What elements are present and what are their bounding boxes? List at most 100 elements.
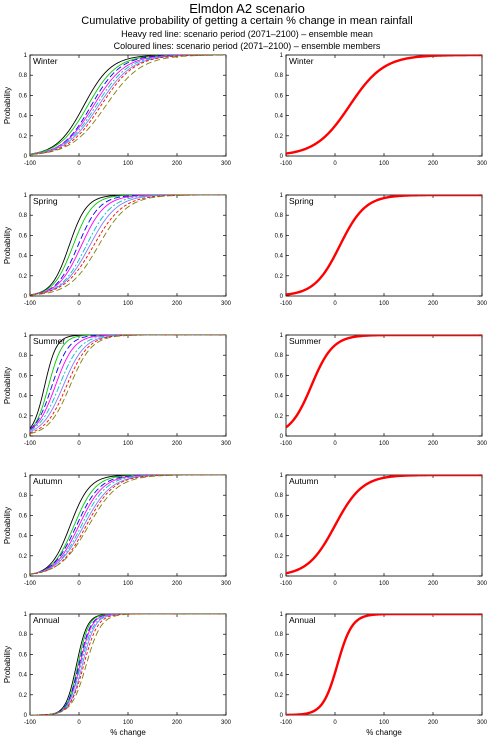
plot-frame (285, 194, 483, 297)
x-tick-label: 100 (123, 301, 134, 307)
season-label: Autumn (33, 476, 63, 486)
series-group (30, 614, 226, 715)
ensemble-member-line (30, 55, 226, 155)
y-tick-label: 0.2 (19, 693, 28, 699)
y-tick-label: 0.6 (19, 373, 28, 379)
x-tick-label: 100 (379, 720, 390, 726)
ensemble-member-line (30, 55, 226, 156)
x-tick-label: 300 (477, 441, 488, 447)
season-label: Annual (33, 615, 60, 625)
y-tick-label: 0.4 (19, 114, 28, 120)
y-tick-label: 1 (24, 53, 28, 59)
y-tick-label: 0.6 (275, 652, 284, 658)
x-tick-label: -100 (280, 301, 293, 307)
y-tick-label: 0.8 (19, 632, 28, 638)
ensemble-member-line (30, 335, 226, 434)
ensemble-member-line (30, 475, 226, 575)
y-tick-label: 0.8 (19, 73, 28, 79)
y-tick-label: 0 (280, 294, 284, 300)
y-tick-label: 0.8 (275, 493, 284, 499)
season-label: Spring (33, 196, 58, 206)
y-axis-label: Probability (3, 227, 12, 264)
ensemble-member-line (30, 475, 226, 575)
y-tick-label: 0.2 (275, 274, 284, 280)
y-tick-label: 0.4 (275, 534, 284, 540)
y-tick-label: 1 (280, 193, 284, 199)
y-tick-label: 0.4 (275, 394, 284, 400)
x-tick-label: 100 (123, 581, 134, 587)
y-tick-label: 0 (24, 434, 28, 440)
y-tick-label: 0.2 (19, 134, 28, 140)
season-label: Summer (33, 336, 65, 346)
plot-frame (29, 54, 227, 157)
x-tick-label: -100 (280, 581, 293, 587)
season-label: Winter (33, 56, 58, 66)
legend-line-members: Coloured lines: scenario period (2071–21… (113, 41, 381, 51)
y-tick-label: 0 (24, 294, 28, 300)
plot-frame (285, 54, 483, 157)
y-tick-label: 0.8 (275, 353, 284, 359)
x-tick-label: -100 (280, 720, 293, 726)
ensemble-member-line (30, 195, 226, 296)
y-tick-label: 0 (24, 574, 28, 580)
figure-title: Elmdon A2 scenario (189, 1, 305, 16)
ensemble-member-line (30, 195, 226, 296)
x-tick-label: 0 (333, 301, 337, 307)
x-tick-label: 100 (123, 161, 134, 167)
x-tick-label: -100 (24, 441, 37, 447)
y-tick-label: 0.6 (19, 652, 28, 658)
y-tick-label: 1 (280, 53, 284, 59)
ensemble-mean-line (286, 475, 482, 575)
x-tick-label: -100 (24, 581, 37, 587)
ensemble-member-line (30, 335, 226, 431)
x-tick-label: 300 (477, 301, 488, 307)
plot-frame (29, 613, 227, 716)
series-group (30, 55, 226, 156)
x-tick-label: 200 (172, 581, 183, 587)
x-tick-label: -100 (24, 161, 37, 167)
x-tick-label: 300 (477, 720, 488, 726)
y-tick-label: 0.8 (275, 73, 284, 79)
legend-line-mean: Heavy red line: scenario period (2071–21… (121, 29, 373, 39)
season-label: Spring (289, 196, 314, 206)
plot-frame (29, 194, 227, 297)
x-tick-label: 100 (123, 441, 134, 447)
ensemble-mean-line (286, 55, 482, 155)
x-tick-label: 300 (477, 161, 488, 167)
x-tick-label: -100 (24, 720, 37, 726)
series-group (30, 475, 226, 575)
x-tick-label: 0 (77, 581, 81, 587)
y-tick-label: 1 (24, 473, 28, 479)
y-tick-label: 0.4 (275, 114, 284, 120)
x-tick-label: 0 (77, 441, 81, 447)
y-tick-label: 1 (280, 333, 284, 339)
series-group (30, 195, 226, 296)
y-tick-label: 0.4 (275, 673, 284, 679)
ensemble-member-line (30, 55, 226, 155)
x-tick-label: 200 (428, 301, 439, 307)
ensemble-mean-line (286, 195, 482, 296)
y-tick-label: 0.2 (19, 414, 28, 420)
y-tick-label: 1 (280, 612, 284, 618)
y-tick-label: 0.6 (275, 373, 284, 379)
ensemble-member-line (30, 195, 226, 296)
y-tick-label: 0.2 (275, 414, 284, 420)
x-tick-label: 200 (172, 161, 183, 167)
series-group (286, 335, 482, 429)
y-tick-label: 0.4 (275, 254, 284, 260)
y-tick-label: 0 (280, 574, 284, 580)
x-tick-label: 100 (123, 720, 134, 726)
x-tick-label: 300 (477, 581, 488, 587)
y-tick-label: 0 (24, 713, 28, 719)
y-axis-label: Probability (3, 646, 12, 683)
x-axis-label: % change (110, 728, 146, 737)
